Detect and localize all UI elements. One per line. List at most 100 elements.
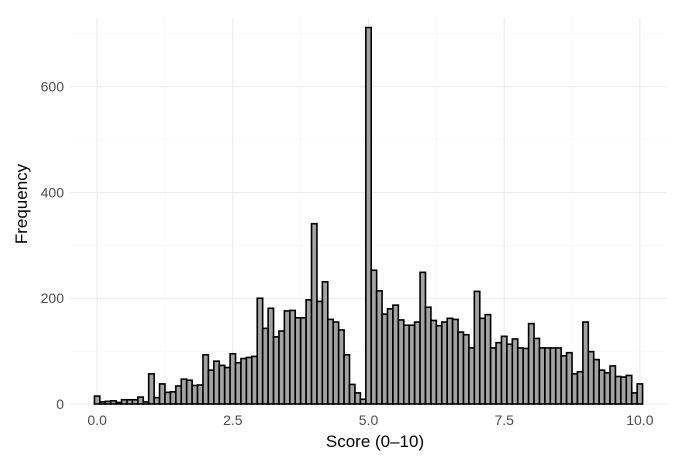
histogram-bar	[104, 400, 112, 405]
histogram-bar	[115, 401, 123, 405]
x-tick-label: 2.5	[223, 412, 243, 428]
histogram-bar	[457, 331, 465, 405]
histogram-bar	[408, 324, 416, 405]
histogram-bar	[625, 374, 633, 405]
histogram-bar	[305, 299, 313, 405]
histogram-bar	[153, 396, 161, 405]
histogram-bar	[164, 391, 172, 405]
histogram-bar	[576, 370, 584, 405]
histogram-bar	[397, 319, 405, 405]
histogram-bar	[424, 306, 432, 405]
histogram-bar	[375, 290, 383, 405]
histogram-bar	[587, 350, 595, 405]
histogram-bar	[598, 369, 606, 405]
histogram-bar	[592, 358, 600, 405]
histogram-bar	[180, 378, 188, 405]
histogram-bar	[603, 372, 611, 405]
histogram-bar	[229, 352, 237, 405]
histogram-bar	[137, 396, 145, 405]
histogram-bar	[544, 347, 552, 405]
histogram-bar	[630, 392, 638, 405]
histogram-bar	[289, 309, 297, 405]
histogram-bar	[120, 398, 128, 405]
histogram-bar	[158, 383, 166, 405]
histogram-bar	[326, 318, 335, 405]
histogram-bar	[527, 322, 535, 405]
histogram-bar	[370, 269, 378, 405]
histogram-bar	[332, 321, 340, 405]
histogram-bar	[191, 384, 199, 405]
histogram-bar	[272, 336, 280, 405]
histogram-bar	[511, 338, 519, 405]
histogram-bar	[359, 398, 367, 405]
histogram-bar	[202, 354, 210, 405]
histogram-bar	[245, 356, 253, 405]
x-axis-ticks: 0.0 2.5 5.0 7.5 10.0	[87, 412, 653, 428]
histogram-bar	[348, 383, 356, 405]
histogram-bar	[142, 401, 150, 405]
histogram-bar	[620, 376, 628, 405]
histogram-bar	[430, 319, 438, 405]
histogram-bar	[392, 304, 400, 405]
histogram-bar	[131, 398, 139, 405]
bars	[93, 26, 644, 405]
histogram-bar	[196, 384, 204, 405]
histogram-bar	[582, 321, 590, 405]
histogram-bar	[93, 395, 101, 405]
histogram-bar	[560, 355, 568, 405]
histogram-bar	[473, 290, 481, 405]
histogram-bar	[256, 297, 264, 405]
histogram-bar	[234, 361, 242, 405]
histogram-bar	[538, 347, 546, 405]
histogram-bar	[126, 398, 134, 405]
histogram-bar	[402, 324, 411, 405]
histogram-bar	[413, 321, 421, 405]
histogram-bar	[240, 357, 248, 405]
y-tick-label: 200	[41, 290, 65, 306]
histogram-bar	[207, 369, 215, 405]
histogram-bar	[343, 354, 351, 405]
histogram-bar	[506, 343, 514, 405]
histogram-bar	[533, 337, 541, 405]
histogram-bar	[294, 317, 302, 405]
histogram-bar	[213, 360, 221, 405]
histogram-bar	[440, 321, 448, 405]
histogram-bar	[468, 347, 476, 405]
histogram-bar	[251, 355, 259, 405]
x-axis-title: Score (0–10)	[326, 432, 424, 451]
histogram-bar	[571, 373, 579, 405]
histogram-bar	[147, 373, 155, 405]
histogram-bar	[522, 347, 530, 405]
histogram-bar	[218, 364, 226, 405]
histogram-bar	[489, 347, 497, 405]
histogram-bar	[283, 310, 291, 405]
histogram-bar	[99, 401, 107, 405]
histogram-bar	[419, 271, 427, 405]
histogram-bar	[310, 222, 318, 405]
histogram-bar	[109, 400, 117, 405]
y-tick-label: 0	[56, 396, 64, 412]
histogram-bar	[609, 365, 617, 405]
histogram-bar	[386, 308, 394, 405]
histogram-bar	[614, 375, 622, 405]
histogram-bar	[261, 327, 269, 405]
histogram-bar	[446, 317, 454, 405]
histogram-bar	[462, 333, 470, 405]
y-tick-label: 400	[41, 184, 65, 200]
histogram-bar	[316, 300, 324, 405]
histogram-bar	[565, 351, 573, 405]
histogram-bar	[516, 347, 524, 405]
y-tick-label: 600	[41, 79, 65, 95]
y-axis-title: Frequency	[12, 163, 31, 244]
histogram-bar	[451, 318, 459, 405]
histogram-bar	[381, 313, 389, 405]
histogram-bar	[636, 383, 644, 405]
histogram-bar	[549, 347, 557, 405]
histogram-bar	[169, 391, 177, 405]
y-axis-ticks: 0 200 400 600	[41, 79, 65, 412]
histogram-bar	[185, 379, 193, 405]
x-tick-label: 7.5	[494, 412, 514, 428]
histogram-bar	[500, 335, 508, 405]
x-tick-label: 10.0	[626, 412, 653, 428]
